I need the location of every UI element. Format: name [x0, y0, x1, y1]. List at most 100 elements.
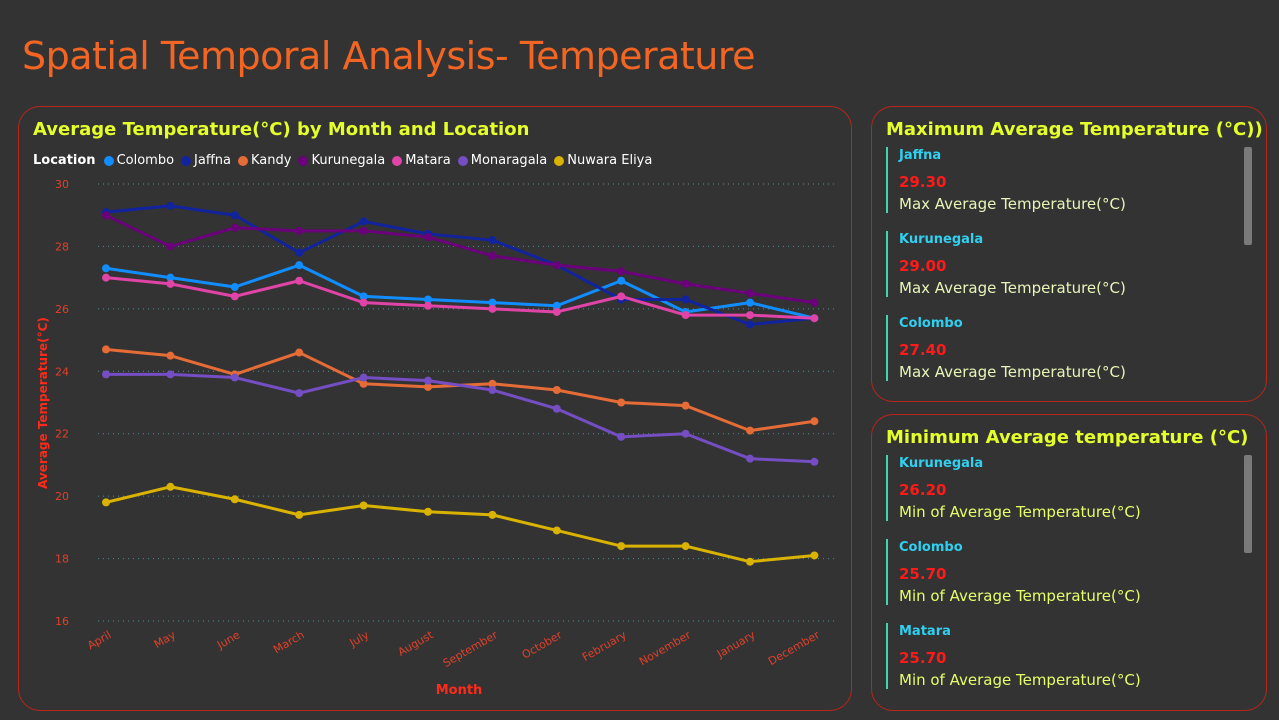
- card-label: Max Average Temperature(°C): [899, 363, 1126, 381]
- data-point-colombo: [746, 298, 754, 307]
- data-point-colombo: [230, 283, 239, 292]
- data-point-matara: [810, 314, 819, 323]
- legend-item-kandy[interactable]: Kandy: [238, 153, 291, 168]
- data-point-kurunegala: [424, 233, 432, 242]
- data-point-colombo: [488, 298, 497, 307]
- data-point-kurunegala: [102, 211, 110, 220]
- y-tick-label: 22: [55, 428, 69, 441]
- legend-title: Location: [33, 153, 96, 168]
- legend-marker: [457, 155, 468, 166]
- x-tick-label: June: [214, 628, 242, 652]
- data-point-nuwara-eliya: [617, 542, 626, 551]
- data-point-nuwara-eliya: [424, 507, 432, 516]
- legend-item-monaragala[interactable]: Monaragala: [457, 153, 547, 168]
- data-point-matara: [295, 276, 304, 285]
- card-location: Jaffna: [899, 148, 942, 163]
- card-label: Min of Average Temperature(°C): [899, 671, 1141, 689]
- data-point-matara: [746, 311, 754, 320]
- max-card: Colombo 27.40 Max Average Temperature(°C…: [886, 315, 1236, 381]
- legend-label: Kurunegala: [311, 153, 386, 168]
- max-card: Kurunegala 29.00 Max Average Temperature…: [886, 231, 1236, 297]
- data-point-kurunegala: [166, 242, 175, 251]
- max-card-list[interactable]: Jaffna 29.30 Max Average Temperature(°C)…: [886, 147, 1236, 399]
- data-point-kandy: [359, 379, 368, 388]
- data-point-jaffna: [359, 217, 368, 226]
- data-point-matara: [681, 311, 690, 320]
- data-point-kurunegala: [230, 223, 239, 232]
- x-tick-label: October: [520, 628, 565, 662]
- legend-item-matara[interactable]: Matara: [392, 153, 451, 168]
- line-chart: 16 18 20 22 24 26 28 30 April May June March July Aug…: [36, 178, 837, 698]
- legend-item-nuwara-eliya[interactable]: Nuwara Eliya: [554, 153, 652, 168]
- series-line-jaffna: [105, 204, 815, 326]
- chart-legend: Location Colombo Jaffna Kandy Kurunegala Mat…: [33, 153, 659, 168]
- legend-label: Nuwara Eliya: [567, 153, 653, 168]
- legend-item-kurunegala[interactable]: Kurunegala: [298, 153, 385, 168]
- chart-panel: 16 18 20 22 24 26 28 30 April May June March July Aug…: [18, 106, 852, 711]
- data-point-kurunegala: [488, 251, 497, 260]
- data-point-kandy: [488, 379, 497, 388]
- min-panel-title: Minimum Average temperature (°C): [886, 427, 1249, 448]
- data-point-nuwara-eliya: [810, 551, 819, 560]
- data-point-monaragala: [617, 432, 626, 441]
- data-point-kandy: [810, 417, 819, 426]
- legend-marker: [181, 155, 192, 166]
- data-point-monaragala: [810, 457, 819, 466]
- legend-item-jaffna[interactable]: Jaffna: [181, 153, 231, 168]
- data-point-kandy: [746, 426, 754, 435]
- data-point-kandy: [102, 345, 110, 354]
- max-panel-title: Maximum Average Temperature (°C)): [886, 119, 1263, 140]
- data-point-colombo: [617, 276, 626, 285]
- data-point-kurunegala: [681, 279, 690, 288]
- y-axis-title: Average Temperature(°C): [36, 317, 50, 489]
- min-temperature-panel: Minimum Average temperature (°C) Kuruneg…: [871, 414, 1267, 711]
- data-point-monaragala: [102, 370, 110, 379]
- card-value: 29.00: [899, 257, 947, 275]
- data-point-nuwara-eliya: [230, 495, 239, 504]
- chart-title: Average Temperature(°C) by Month and Loc…: [33, 119, 530, 140]
- series-line-kurunegala: [105, 213, 815, 305]
- max-panel-scrollbar[interactable]: [1244, 147, 1252, 245]
- data-point-matara: [230, 292, 239, 301]
- series-line-nuwara-eliya: [105, 485, 815, 564]
- x-tick-label: March: [271, 628, 307, 656]
- data-point-matara: [359, 298, 368, 307]
- data-point-jaffna: [230, 211, 239, 220]
- data-point-colombo: [552, 301, 561, 310]
- legend-marker: [298, 155, 309, 166]
- series-line-matara: [105, 276, 815, 320]
- data-point-monaragala: [552, 404, 561, 413]
- legend-item-colombo[interactable]: Colombo: [103, 153, 174, 168]
- data-point-monaragala: [424, 376, 432, 385]
- data-point-jaffna: [681, 295, 690, 304]
- min-card-list[interactable]: Kurunegala 26.20 Min of Average Temperat…: [886, 455, 1236, 707]
- data-point-monaragala: [166, 370, 175, 379]
- data-point-matara: [102, 273, 110, 282]
- data-point-monaragala: [295, 389, 304, 398]
- card-label: Max Average Temperature(°C): [899, 195, 1126, 213]
- x-tick-label: September: [441, 628, 501, 670]
- data-point-matara: [166, 279, 175, 288]
- data-point-kurunegala: [552, 261, 561, 270]
- min-card: Colombo 25.70 Min of Average Temperature…: [886, 539, 1236, 605]
- y-tick-label: 28: [55, 240, 69, 253]
- data-point-jaffna: [295, 248, 304, 257]
- data-point-matara: [552, 307, 561, 316]
- y-tick-label: 20: [55, 490, 69, 503]
- card-location: Kurunegala: [899, 456, 984, 471]
- min-panel-scrollbar[interactable]: [1244, 455, 1252, 553]
- card-value: 29.30: [899, 173, 947, 191]
- card-location: Kurunegala: [899, 232, 984, 247]
- x-tick-label: July: [347, 628, 372, 650]
- card-value: 27.40: [899, 341, 947, 359]
- legend-marker: [554, 155, 565, 166]
- data-point-kandy: [166, 351, 175, 360]
- data-point-colombo: [166, 273, 175, 282]
- data-point-nuwara-eliya: [681, 542, 690, 551]
- legend-label: Matara: [405, 153, 451, 168]
- y-tick-label: 24: [55, 365, 69, 378]
- min-card: Kurunegala 26.20 Min of Average Temperat…: [886, 455, 1236, 521]
- card-location: Colombo: [899, 540, 963, 555]
- card-label: Max Average Temperature(°C): [899, 279, 1126, 297]
- max-temperature-panel: Maximum Average Temperature (°C)) Jaffna…: [871, 106, 1267, 402]
